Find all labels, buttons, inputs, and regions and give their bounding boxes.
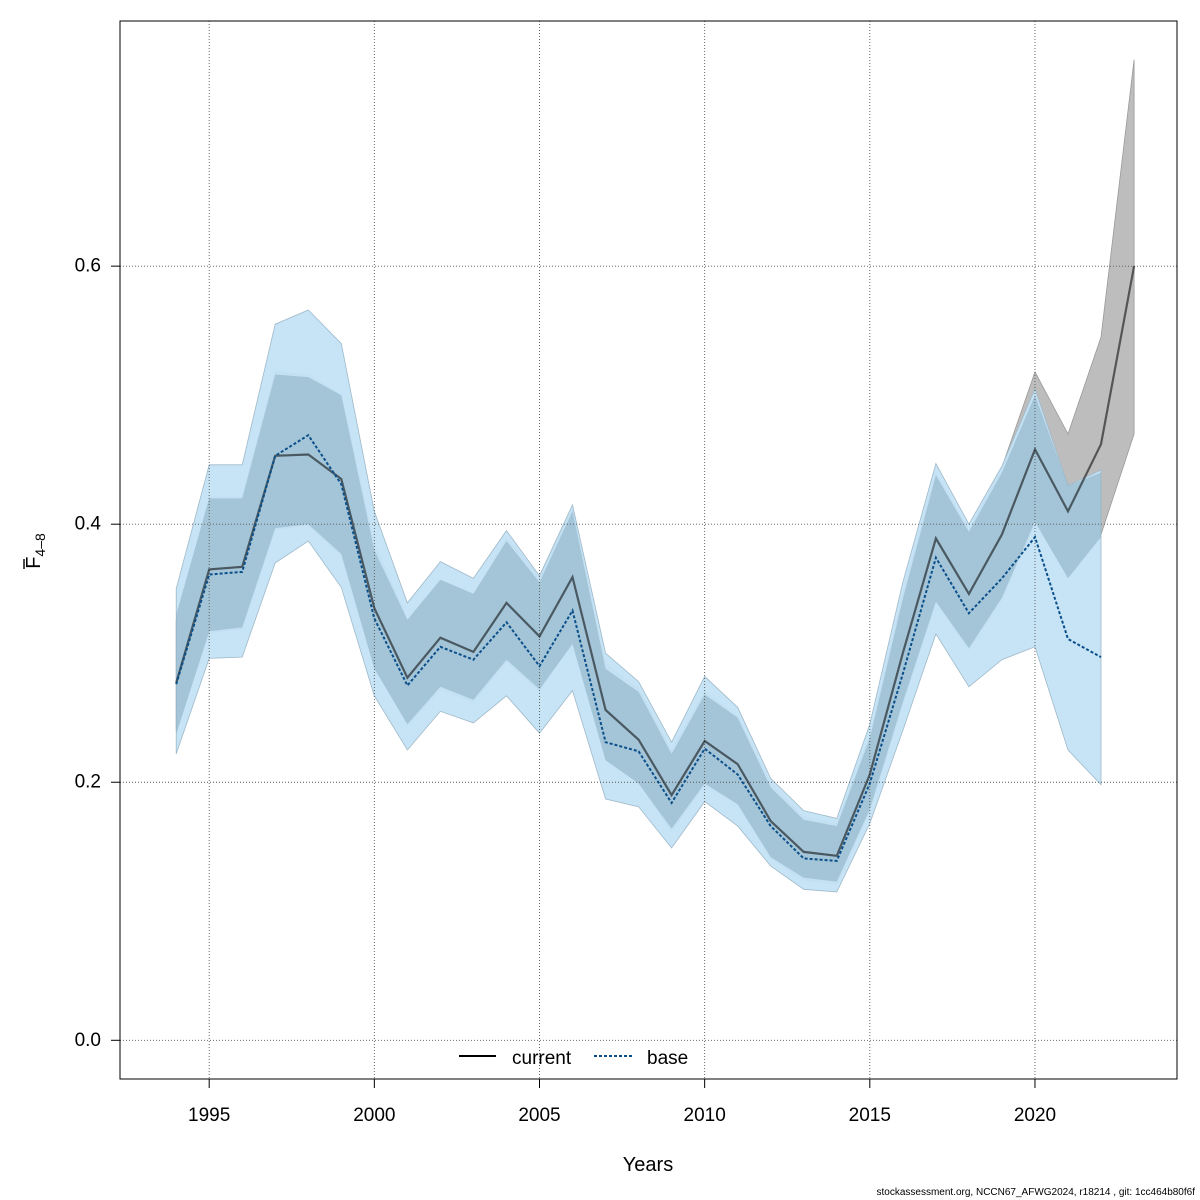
y-axis: 0.0 0.2 0.4 0.6 <box>75 256 120 1051</box>
x-tick-label: 2015 <box>849 1105 891 1126</box>
y-axis-title: F4–8 <box>23 533 48 569</box>
y-axis-title-subscript: 4–8 <box>32 533 48 557</box>
base-inner-confidence-band <box>176 374 1101 882</box>
legend: current base <box>459 1048 688 1069</box>
y-tick-label: 0.2 <box>75 772 101 793</box>
legend-current-label: current <box>512 1048 572 1069</box>
x-tick-label: 2020 <box>1014 1105 1056 1126</box>
base-outer-confidence-band <box>175 309 1102 893</box>
y-tick-label: 0.0 <box>75 1030 101 1051</box>
legend-base-label: base <box>647 1048 688 1069</box>
x-tick-label: 1995 <box>188 1105 230 1126</box>
grid <box>120 21 1177 1079</box>
x-tick-label: 2010 <box>684 1105 726 1126</box>
x-axis-title: Years <box>623 1154 673 1176</box>
footer-credit: stockassessment.org, NCCN67_AFWG2024, r1… <box>877 1187 1196 1198</box>
plot-frame <box>119 20 1178 1080</box>
confidence-bands <box>175 59 1135 893</box>
svg-text:F4–8: F4–8 <box>23 533 48 569</box>
x-axis: 1995 2000 2005 2010 2015 2020 <box>188 1079 1056 1126</box>
series-lines <box>175 265 1136 862</box>
x-tick-label: 2000 <box>353 1105 395 1126</box>
x-tick-label: 2005 <box>518 1105 560 1126</box>
y-axis-title-base: F <box>23 557 45 569</box>
y-tick-label: 0.6 <box>75 256 101 277</box>
series-line-base <box>175 433 1102 862</box>
y-tick-label: 0.4 <box>75 514 102 535</box>
